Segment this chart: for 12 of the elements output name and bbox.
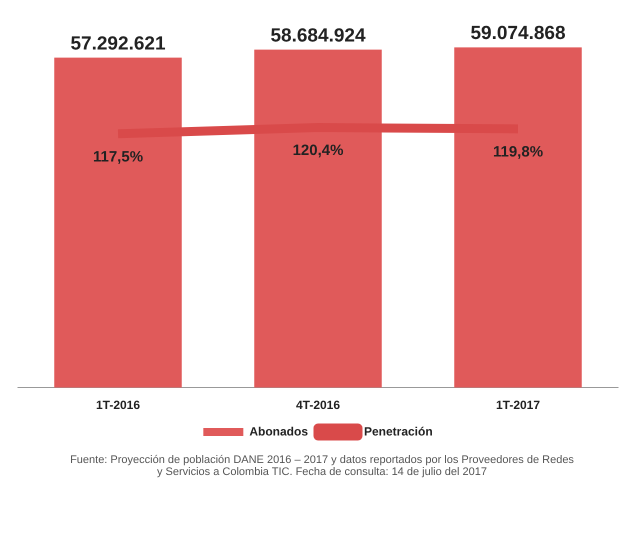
legend-label: Penetración bbox=[364, 424, 433, 438]
data-label: 120,4% bbox=[292, 142, 344, 160]
source-note: Fuente: Proyección de población DANE 2016 – 2017 y datos reportados por los Proveedores de Redes y Servicios a Colombia TIC. Fecha de consulta: 14 de julio del 2017 bbox=[69, 453, 575, 478]
data-label: 57.292.621 bbox=[70, 33, 166, 54]
data-label: 117,5% bbox=[92, 148, 144, 166]
data-label: 58.684.924 bbox=[270, 25, 366, 46]
data-label: 119,8% bbox=[492, 143, 544, 160]
x-tick-label: 4T-2016 bbox=[296, 398, 340, 412]
data-label: 59.074.868 bbox=[470, 23, 566, 44]
legend-label: Abonados bbox=[249, 424, 308, 438]
x-tick-label: 1T-2017 bbox=[496, 398, 540, 412]
x-tick-label: 1T-2016 bbox=[96, 398, 140, 412]
